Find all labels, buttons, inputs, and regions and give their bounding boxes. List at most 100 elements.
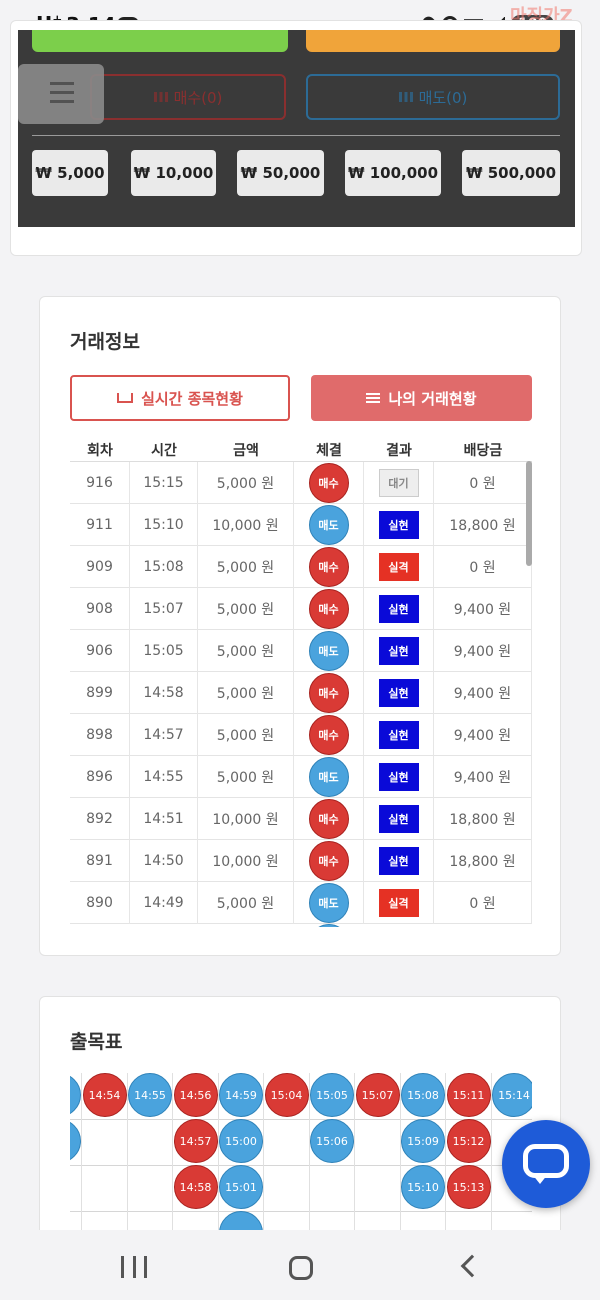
- cell-round: 908: [70, 588, 130, 630]
- cell-payout: 18,800 원: [434, 840, 532, 882]
- outcome-ball: 14:58: [173, 1165, 218, 1209]
- col-time: 시간: [151, 443, 177, 459]
- cell-side: 매수: [294, 840, 364, 882]
- outcome-title: 출목표: [70, 1031, 123, 1053]
- cell-amount: 10,000 원: [198, 840, 294, 882]
- table-row: 906 15:05 5,000 원 매도 실현 9,400 원: [70, 630, 532, 672]
- cell-time: 15:15: [130, 462, 198, 504]
- cell-round: 899: [70, 672, 130, 714]
- cell-result: 실현: [364, 714, 434, 756]
- wave-icon: [366, 393, 381, 403]
- back-icon[interactable]: [460, 1254, 484, 1278]
- outcome-ball: 15:10: [401, 1165, 445, 1209]
- table-row: 892 14:51 10,000 원 매수 실현 18,800 원: [70, 798, 532, 840]
- tab-live-status[interactable]: 실시간 종목현황: [70, 375, 290, 421]
- cell-payout: 0 원: [434, 882, 532, 924]
- grid-column: [218, 1073, 264, 1255]
- cell-result: 실현: [364, 798, 434, 840]
- side-badge: 매수: [308, 589, 349, 629]
- outcome-ball: 15:13: [446, 1165, 491, 1209]
- side-badge: 매도: [308, 505, 349, 545]
- outcome-ball: 15:11: [446, 1073, 491, 1117]
- grid-column: [173, 1073, 219, 1255]
- cell-round: 916: [70, 462, 130, 504]
- amount-button-100000[interactable]: ₩ 100,000: [345, 150, 441, 196]
- cell-result: 실현: [364, 840, 434, 882]
- cell-amount: 5,000 원: [198, 546, 294, 588]
- cell-amount: 10,000 원: [198, 798, 294, 840]
- chat-icon: [523, 1144, 569, 1178]
- side-badge: 매수: [308, 673, 349, 713]
- grid-column: [127, 1073, 173, 1255]
- chat-button[interactable]: [502, 1120, 590, 1208]
- outcome-ball: 14:56: [173, 1073, 218, 1117]
- cell-side: 매수: [294, 546, 364, 588]
- amount-button-500000[interactable]: ₩ 500,000: [462, 150, 560, 196]
- side-badge: 매도: [308, 631, 349, 671]
- cell-result: 실현: [364, 672, 434, 714]
- amount-button-5000[interactable]: ₩ 5,000: [32, 150, 108, 196]
- menu-button[interactable]: [18, 64, 104, 124]
- cell-round: 891: [70, 840, 130, 882]
- amount-button-50000[interactable]: ₩ 50,000: [237, 150, 324, 196]
- buy-bar[interactable]: [32, 30, 288, 52]
- sell-button[interactable]: 매도(0): [306, 74, 560, 120]
- table-row: 908 15:07 5,000 원 매수 실현 9,400 원: [70, 588, 532, 630]
- home-icon[interactable]: [289, 1256, 313, 1280]
- cell-amount: 5,000 원: [198, 672, 294, 714]
- outcome-ball: 15:09: [401, 1119, 445, 1163]
- grid-line: [70, 1165, 532, 1166]
- cell-side: 매수: [294, 714, 364, 756]
- grid-column: [309, 1073, 355, 1255]
- cell-amount: 5,000 원: [198, 882, 294, 924]
- result-badge: 실현: [378, 637, 419, 665]
- outcome-ball: 15:00: [219, 1119, 263, 1163]
- col-round: 회차: [87, 443, 113, 459]
- outcome-ball: 15:01: [219, 1165, 263, 1209]
- trade-panel: 매수(0) 매도(0) ₩ 5,000 ₩ 10,000 ₩ 50,000 ₩ …: [18, 30, 575, 227]
- pulse-icon: [117, 393, 134, 403]
- recents-icon[interactable]: [121, 1256, 147, 1278]
- hamburger-icon: [50, 82, 74, 85]
- cell-result: 실현: [364, 588, 434, 630]
- cell-amount: 5,000 원: [198, 714, 294, 756]
- cell-payout: 0 원: [434, 462, 532, 504]
- table-row: [70, 924, 532, 927]
- cell-side: 매도: [294, 504, 364, 546]
- cell-side: 매수: [294, 798, 364, 840]
- outcome-grid: 14:54 14:55 14:56 14:57 14:58 14:59 15:00 15:01…: [70, 1073, 532, 1255]
- side-badge: 매수: [308, 463, 349, 503]
- tab-my-trades[interactable]: 나의 거래현황: [311, 375, 532, 421]
- cell-amount: 5,000 원: [198, 588, 294, 630]
- table-scrollbar[interactable]: [526, 461, 532, 566]
- cell-side: 매도: [294, 630, 364, 672]
- cell-side: 매수: [294, 672, 364, 714]
- cell-result: 실격: [364, 882, 434, 924]
- outcome-ball: 15:12: [446, 1119, 491, 1163]
- trade-table[interactable]: 916 15:15 5,000 원 매수 대기 0 원 911 15:10 10,000 원 매도…: [70, 461, 532, 927]
- result-badge: 실격: [378, 889, 419, 917]
- col-amount: 금액: [233, 443, 259, 459]
- cell-amount: 10,000 원: [198, 504, 294, 546]
- outcome-ball: 15:05: [310, 1073, 354, 1117]
- sell-bar[interactable]: [306, 30, 560, 52]
- side-badge: 매수: [308, 547, 349, 587]
- cell-time: 15:08: [130, 546, 198, 588]
- tab-live-label: 실시간 종목현황: [141, 389, 243, 408]
- table-row: 898 14:57 5,000 원 매수 실현 9,400 원: [70, 714, 532, 756]
- cell-payout: 9,400 원: [434, 714, 532, 756]
- cell-payout: 18,800 원: [434, 798, 532, 840]
- col-side: 체결: [316, 443, 342, 459]
- result-badge: 실현: [378, 595, 419, 623]
- side-badge: 매수: [308, 715, 349, 755]
- outcome-ball: 14:57: [173, 1119, 218, 1163]
- cell-payout: 9,400 원: [434, 756, 532, 798]
- cell-side: 매수: [294, 462, 364, 504]
- table-header: 회차 시간 금액 체결 결과 배당금: [70, 437, 532, 461]
- buy-button[interactable]: 매수(0): [90, 74, 286, 120]
- cell-side: 매수: [294, 588, 364, 630]
- cell-amount: 5,000 원: [198, 756, 294, 798]
- amount-button-10000[interactable]: ₩ 10,000: [131, 150, 216, 196]
- cell-round: 890: [70, 882, 130, 924]
- cell-round: 892: [70, 798, 130, 840]
